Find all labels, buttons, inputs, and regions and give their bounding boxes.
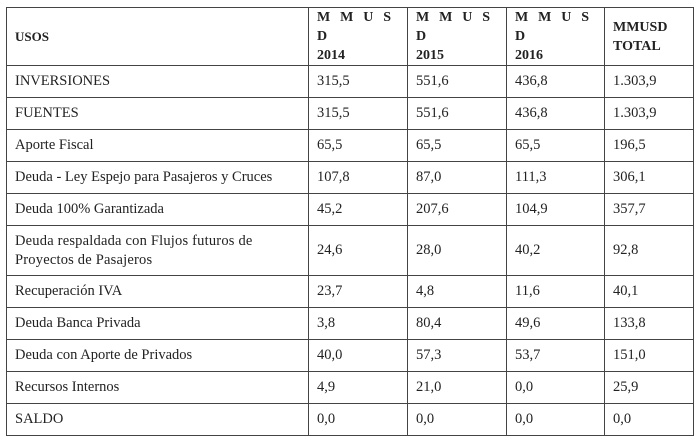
value-total: 92,8 [604, 225, 694, 276]
value-2016: 11,6 [506, 275, 605, 308]
value-total: 306,1 [604, 161, 694, 194]
value-2016: 53,7 [506, 339, 605, 372]
row-label: INVERSIONES [6, 65, 309, 98]
value-total: 196,5 [604, 129, 694, 162]
value-2015: 57,3 [407, 339, 507, 372]
value-2016: 436,8 [506, 65, 605, 98]
row-label: Deuda 100% Garantizada [6, 193, 309, 226]
value-2014: 40,0 [308, 339, 408, 372]
row-label: Deuda - Ley Espejo para Pasajeros y Cruc… [6, 161, 309, 194]
value-2014: 4,9 [308, 371, 408, 404]
row-label: SALDO [6, 403, 309, 436]
value-2014: 107,8 [308, 161, 408, 194]
header-unit: MMUSD [613, 19, 668, 35]
table-header-row: USOS M M U S D 2014 M M U S D 2015 M M U… [6, 7, 694, 66]
header-2014: M M U S D 2014 [308, 7, 408, 66]
table-row: Deuda - Ley Espejo para Pasajeros y Cruc… [6, 161, 694, 194]
value-2016: 0,0 [506, 403, 605, 436]
value-2016: 49,6 [506, 307, 605, 340]
value-total: 1.303,9 [604, 97, 694, 130]
row-label: Recursos Internos [6, 371, 309, 404]
header-year: 2014 [317, 48, 345, 63]
value-2015: 80,4 [407, 307, 507, 340]
value-total: 0,0 [604, 403, 694, 436]
value-2015: 4,8 [407, 275, 507, 308]
value-2014: 315,5 [308, 97, 408, 130]
header-2015: M M U S D 2015 [407, 7, 507, 66]
value-total: 357,7 [604, 193, 694, 226]
value-2015: 551,6 [407, 97, 507, 130]
row-label: FUENTES [6, 97, 309, 130]
value-2015: 65,5 [407, 129, 507, 162]
table-row: Deuda con Aporte de Privados 40,0 57,3 5… [6, 339, 694, 372]
header-total: MMUSD TOTAL [604, 7, 694, 66]
value-total: 25,9 [604, 371, 694, 404]
value-2014: 24,6 [308, 225, 408, 276]
value-2015: 87,0 [407, 161, 507, 194]
table-row: Deuda Banca Privada 3,8 80,4 49,6 133,8 [6, 307, 694, 340]
value-2014: 45,2 [308, 193, 408, 226]
header-year: 2016 [515, 48, 543, 63]
table-row: INVERSIONES 315,5 551,6 436,8 1.303,9 [6, 65, 694, 98]
header-unit: M M U S D [317, 10, 395, 44]
header-2016: M M U S D 2016 [506, 7, 605, 66]
row-label: Deuda con Aporte de Privados [6, 339, 309, 372]
header-usos: USOS [6, 7, 309, 66]
header-year: 2015 [416, 48, 444, 63]
value-2014: 0,0 [308, 403, 408, 436]
row-label: Deuda respaldada con Flujos futuros de P… [6, 225, 309, 276]
value-2016: 40,2 [506, 225, 605, 276]
value-2014: 315,5 [308, 65, 408, 98]
value-2014: 65,5 [308, 129, 408, 162]
table-row: Deuda 100% Garantizada 45,2 207,6 104,9 … [6, 193, 694, 226]
header-unit: M M U S D [416, 10, 494, 44]
value-2015: 0,0 [407, 403, 507, 436]
value-2014: 3,8 [308, 307, 408, 340]
value-total: 1.303,9 [604, 65, 694, 98]
value-2016: 436,8 [506, 97, 605, 130]
table-row: Deuda respaldada con Flujos futuros de P… [6, 225, 694, 276]
financing-table: USOS M M U S D 2014 M M U S D 2015 M M U… [6, 7, 694, 436]
header-unit: M M U S D [515, 10, 593, 44]
table-row: FUENTES 315,5 551,6 436,8 1.303,9 [6, 97, 694, 130]
value-2016: 0,0 [506, 371, 605, 404]
table-row: SALDO 0,0 0,0 0,0 0,0 [6, 403, 694, 436]
value-2016: 111,3 [506, 161, 605, 194]
table-row: Aporte Fiscal 65,5 65,5 65,5 196,5 [6, 129, 694, 162]
value-2015: 551,6 [407, 65, 507, 98]
value-2015: 28,0 [407, 225, 507, 276]
value-total: 133,8 [604, 307, 694, 340]
value-2014: 23,7 [308, 275, 408, 308]
row-label: Deuda Banca Privada [6, 307, 309, 340]
value-total: 151,0 [604, 339, 694, 372]
row-label: Recuperación IVA [6, 275, 309, 308]
value-2015: 207,6 [407, 193, 507, 226]
table-row: Recursos Internos 4,9 21,0 0,0 25,9 [6, 371, 694, 404]
value-2016: 104,9 [506, 193, 605, 226]
value-2016: 65,5 [506, 129, 605, 162]
table-row: Recuperación IVA 23,7 4,8 11,6 40,1 [6, 275, 694, 308]
value-total: 40,1 [604, 275, 694, 308]
row-label: Aporte Fiscal [6, 129, 309, 162]
value-2015: 21,0 [407, 371, 507, 404]
header-total-label: TOTAL [613, 38, 661, 54]
